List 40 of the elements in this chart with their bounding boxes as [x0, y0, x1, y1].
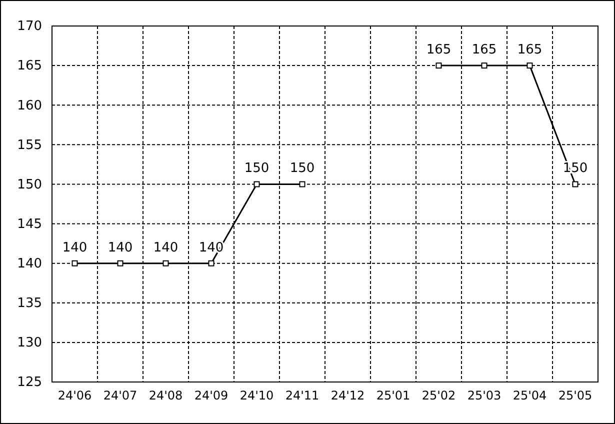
- x-tick-label: 25'04: [512, 388, 547, 403]
- data-label: 150: [290, 161, 315, 176]
- x-tick-label: 24'12: [330, 388, 365, 403]
- x-tick-label: 25'05: [558, 388, 592, 403]
- y-tick-label: 170: [17, 19, 42, 34]
- point: [72, 260, 78, 266]
- y-tick-label: 140: [17, 256, 42, 272]
- y-tick-label: 125: [17, 375, 42, 390]
- point: [299, 181, 306, 188]
- x-tick-label: 25'03: [467, 388, 502, 403]
- data-label: 140: [108, 240, 133, 256]
- x-tick-label: 24'06: [58, 388, 92, 403]
- y-tick-label: 135: [17, 296, 42, 312]
- point: [208, 260, 214, 266]
- y-tick-label: 165: [17, 58, 42, 74]
- point: [117, 260, 124, 266]
- y-tick-label: 130: [17, 336, 42, 351]
- x-tick-label: 24'11: [285, 388, 320, 403]
- data-label: 165: [472, 42, 497, 58]
- x-tick-label: 24'10: [240, 388, 274, 403]
- y-tick-label: 160: [17, 98, 42, 114]
- y-tick-label: 145: [17, 216, 42, 232]
- x-tick-label: 24'07: [103, 388, 138, 403]
- point: [481, 62, 488, 69]
- x-tick-label: 24'08: [148, 388, 183, 403]
- point: [572, 181, 578, 188]
- data-label: 140: [153, 240, 178, 256]
- x-tick-label: 24'09: [194, 388, 228, 403]
- point: [162, 260, 169, 266]
- point: [436, 62, 442, 69]
- x-tick-label: 25'02: [422, 388, 456, 403]
- point: [254, 181, 260, 188]
- data-label: 165: [517, 42, 542, 58]
- data-label: 165: [426, 42, 452, 58]
- data-label: 150: [244, 161, 270, 176]
- y-tick-label: 155: [17, 138, 42, 153]
- data-label: 140: [62, 240, 88, 256]
- x-tick-label: 25'01: [376, 388, 410, 403]
- point: [526, 62, 533, 69]
- y-tick-label: 150: [17, 177, 42, 192]
